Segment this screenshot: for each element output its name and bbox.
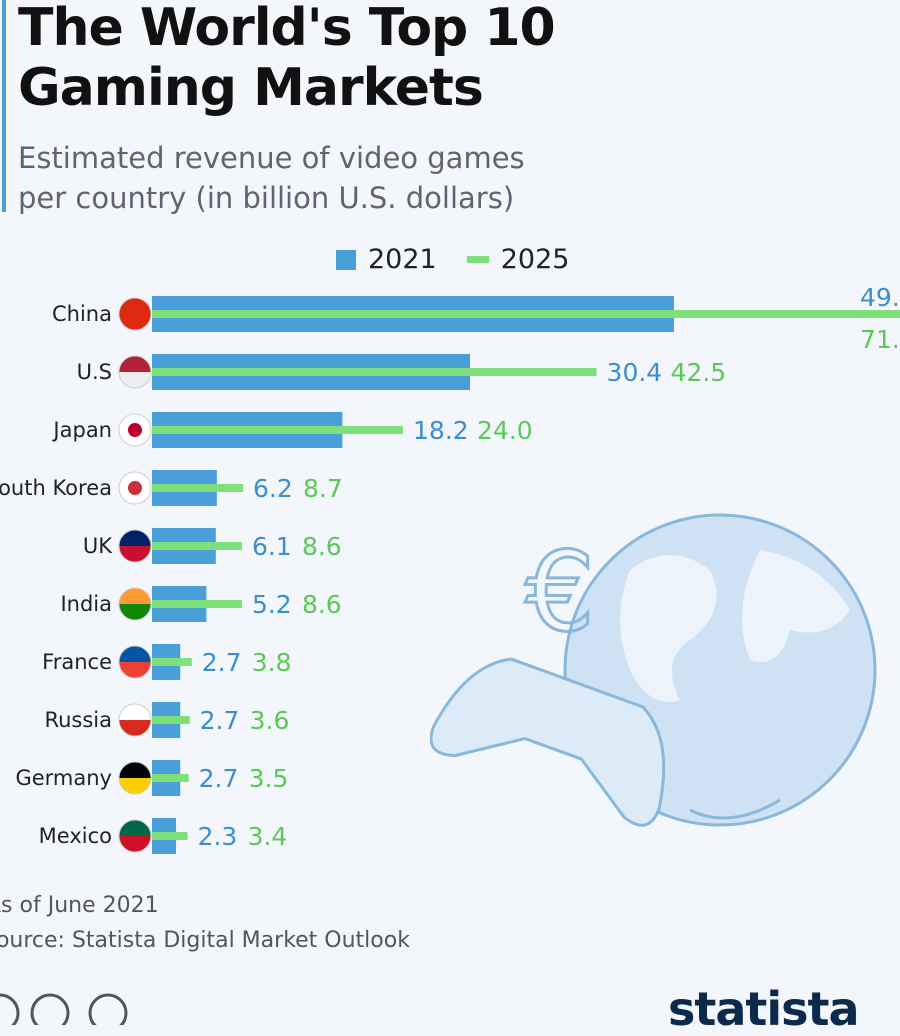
value-label-2021: 2.7 bbox=[202, 648, 242, 677]
country-label: India bbox=[60, 592, 112, 616]
value-label-2025: 3.8 bbox=[252, 648, 292, 677]
accent-bar bbox=[2, 0, 6, 212]
title-line-1: The World's Top 10 bbox=[18, 0, 556, 58]
value-label-2025: 8.6 bbox=[302, 532, 342, 561]
value-label-2025: 3.4 bbox=[248, 822, 288, 851]
bar-2025 bbox=[152, 368, 597, 376]
value-label-2025: 24.0 bbox=[477, 416, 533, 445]
country-label: Japan bbox=[53, 418, 112, 442]
bar-2025 bbox=[152, 716, 190, 724]
value-label-2025: 8.7 bbox=[303, 474, 343, 503]
value-label-2021: 2.3 bbox=[198, 822, 238, 851]
us-flag bbox=[118, 355, 152, 389]
country-label: Mexico bbox=[38, 824, 112, 848]
subtitle-line-1: Estimated revenue of video games bbox=[18, 141, 525, 175]
japan-flag bbox=[118, 413, 152, 447]
value-label-2025: 3.6 bbox=[250, 706, 290, 735]
chart-title: The World's Top 10 Gaming Markets bbox=[18, 0, 556, 118]
bar-2025 bbox=[152, 774, 189, 782]
country-label: China bbox=[52, 302, 112, 326]
legend-label-2021: 2021 bbox=[368, 244, 437, 275]
value-label-2025: 71. bbox=[860, 325, 900, 354]
south-korea-flag bbox=[118, 471, 152, 505]
country-label: South Korea bbox=[0, 476, 112, 500]
legend: 2021 2025 bbox=[336, 244, 569, 275]
globe-controller-illustration: € bbox=[430, 513, 877, 827]
value-label-2025: 3.5 bbox=[249, 764, 289, 793]
bar-2025 bbox=[152, 426, 404, 434]
value-label-2025: 42.5 bbox=[671, 358, 727, 387]
bar-2025 bbox=[152, 310, 900, 318]
country-label: UK bbox=[82, 534, 112, 558]
svg-text:€: € bbox=[525, 528, 595, 656]
bar-2025 bbox=[152, 658, 192, 666]
mexico-flag bbox=[118, 819, 152, 853]
russia-flag bbox=[118, 703, 152, 737]
subtitle-line-2: per country (in billion U.S. dollars) bbox=[18, 181, 515, 215]
value-label-2021: 5.2 bbox=[252, 590, 292, 619]
bar-2025 bbox=[152, 542, 242, 550]
country-label: Russia bbox=[44, 708, 112, 732]
value-label-2021: 18.2 bbox=[413, 416, 469, 445]
france-flag bbox=[118, 645, 152, 679]
value-label-2021: 30.4 bbox=[607, 358, 663, 387]
uk-flag bbox=[118, 529, 152, 563]
statista-logo: statista bbox=[668, 982, 860, 1036]
source-note: Source: Statista Digital Market Outlook bbox=[0, 928, 410, 953]
title-line-2: Gaming Markets bbox=[18, 58, 484, 118]
country-label: France bbox=[42, 650, 112, 674]
value-label-2021: 6.2 bbox=[253, 474, 293, 503]
chart-subtitle: Estimated revenue of video games per coun… bbox=[18, 138, 525, 218]
footnote: As of June 2021 bbox=[0, 893, 159, 918]
bar-chart: 49. 71. 30.4 42.5 18.2 24.0 6.2 8.7 6.1 8.6 5.2 8.6… bbox=[118, 283, 900, 854]
india-flag bbox=[118, 587, 152, 621]
value-label-2021: 49. bbox=[860, 283, 900, 312]
legend-swatch-2021 bbox=[336, 249, 356, 270]
country-label: Germany bbox=[15, 766, 112, 790]
value-label-2021: 6.1 bbox=[252, 532, 292, 561]
legend-label-2025: 2025 bbox=[500, 244, 570, 275]
bar-2025 bbox=[152, 484, 244, 492]
bar-2025 bbox=[152, 600, 242, 608]
cc-license-icons bbox=[0, 993, 128, 1025]
bar-2025 bbox=[152, 832, 188, 840]
value-label-2021: 2.7 bbox=[200, 706, 240, 735]
china-flag bbox=[118, 297, 152, 331]
legend-swatch-2025 bbox=[466, 256, 489, 263]
value-label-2025: 8.6 bbox=[302, 590, 342, 619]
value-label-2021: 2.7 bbox=[199, 764, 239, 793]
country-label: U.S bbox=[76, 360, 112, 384]
germany-flag bbox=[118, 761, 152, 795]
